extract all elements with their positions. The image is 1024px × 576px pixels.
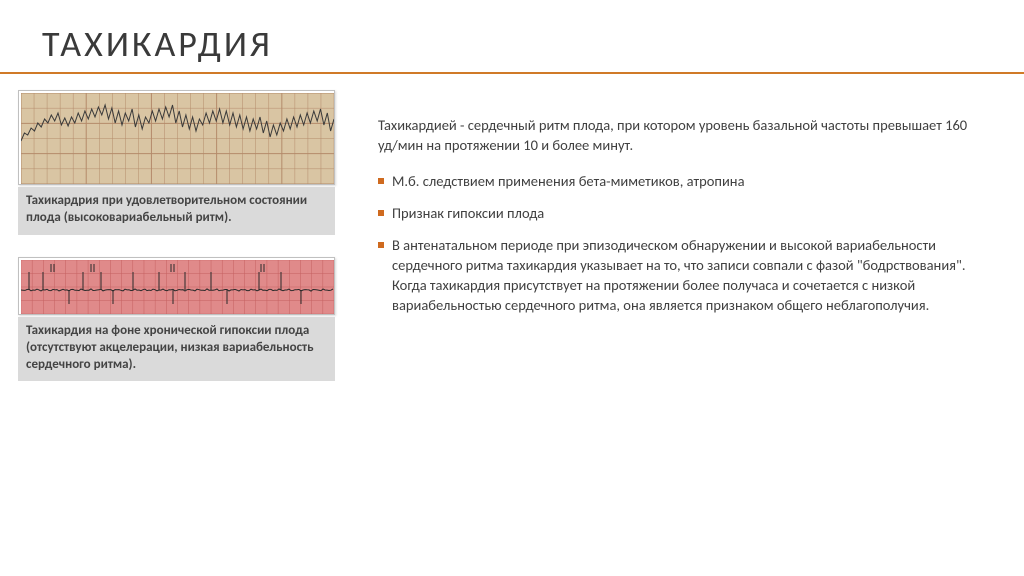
page-title: ТАХИКАРДИЯ bbox=[42, 22, 273, 66]
list-item: В антенатальном периоде при эпизодическо… bbox=[378, 235, 988, 315]
list-item: М.б. следствием применения бета-миметико… bbox=[378, 171, 988, 191]
right-column: Тахикардией - сердечный ритм плода, при … bbox=[378, 116, 988, 327]
chart2-caption: Тахикардия на фоне хронической гипоксии … bbox=[18, 317, 335, 382]
list-item: Признак гипоксии плода bbox=[378, 203, 988, 223]
left-column: Тахикардрия при удовлетворительном состо… bbox=[18, 90, 338, 381]
ctg-chart-hypoxia bbox=[18, 257, 335, 315]
lead-paragraph: Тахикардией - сердечный ритм плода, при … bbox=[378, 116, 988, 155]
ctg-chart-variable bbox=[18, 90, 335, 185]
title-underline bbox=[0, 72, 1024, 74]
bullet-list: М.б. следствием применения бета-миметико… bbox=[378, 171, 988, 315]
chart1-caption: Тахикардрия при удовлетворительном состо… bbox=[18, 187, 335, 235]
